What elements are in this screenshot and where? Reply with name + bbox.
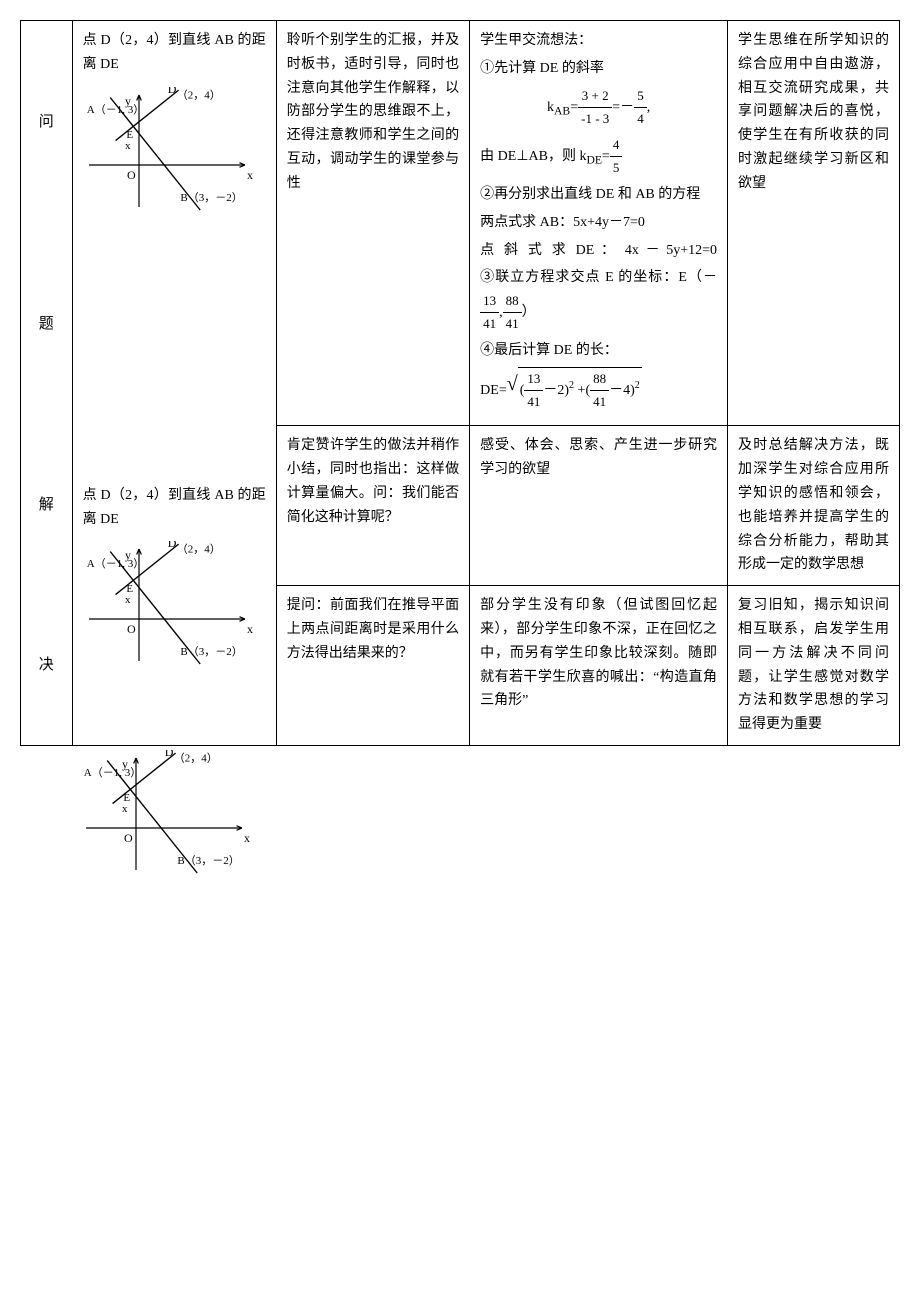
svg-text:D: D	[167, 541, 176, 550]
coordinate-diagram: xyOA（－1, 3）B（3，－2）D（2，4）Ex	[80, 750, 900, 889]
cell-text: 点 D（2，4）到直线 AB 的距离 DE	[83, 29, 266, 77]
student-math-cell: 学生甲交流想法： ①先计算 DE 的斜率 kAB=3 + 2-1 - 3=－54…	[470, 21, 728, 426]
coordinate-diagram: xyOA（－1, 3）B（3，－2）D（2，4）Ex	[83, 541, 266, 680]
svg-text:（2，4）: （2，4）	[176, 543, 220, 556]
svg-text:D: D	[167, 87, 176, 96]
math-intro: 学生甲交流想法：	[480, 29, 717, 53]
de-formula: DE=√(1341－2)2 +(8841－4)2	[480, 367, 717, 413]
svg-text:D: D	[165, 750, 174, 759]
svg-text:O: O	[124, 831, 133, 845]
svg-text:A（－1, 3）: A（－1, 3）	[86, 557, 143, 570]
table-row: 解 点 D（2，4）到直线 AB 的距离 DE xyOA（－1, 3）B（3，－…	[21, 426, 900, 586]
svg-text:x: x	[244, 831, 250, 845]
svg-text:O: O	[127, 622, 136, 636]
intent-cell: 学生思维在所学知识的综合应用中自由遨游，相互交流研究成果，共享问题解决后的喜悦，…	[728, 21, 900, 426]
stage-char: 问	[31, 110, 62, 136]
stage-cell-jie: 解	[21, 426, 73, 586]
svg-text:x: x	[125, 140, 131, 152]
math-step1: ①先计算 DE 的斜率	[480, 57, 717, 81]
intent-cell: 复习旧知，揭示知识间相互联系，启发学生用同一方法解决不同问题，让学生感觉对数学方…	[728, 586, 900, 746]
svg-text:x: x	[125, 594, 131, 606]
content-cell: 点 D（2，4）到直线 AB 的距离 DE xyOA（－1, 3）B（3，－2）…	[72, 21, 276, 426]
teacher-cell: 肯定赞许学生的做法并稍作小结，同时也指出：这样做计算量偏大。问：我们能否简化这种…	[276, 426, 469, 586]
math-step4: ④最后计算 DE 的长：	[480, 339, 717, 363]
kab-formula: kAB=3 + 2-1 - 3=－54,	[480, 85, 717, 130]
stage-cell-jue: 决	[21, 586, 73, 746]
svg-text:x: x	[122, 803, 128, 815]
table-row: 问 点 D（2，4）到直线 AB 的距离 DE xyOA（－1, 3）B（3，－…	[21, 21, 900, 224]
intent-cell: 及时总结解决方法，既加深学生对综合应用所学知识的感悟和领会，也能培养并提高学生的…	[728, 426, 900, 586]
svg-text:x: x	[247, 168, 253, 182]
stage-char: 题	[31, 312, 62, 338]
stage-cell-wen: 问	[21, 21, 73, 224]
math-step2b: 两点式求 AB：5x+4y－7=0	[480, 211, 717, 235]
svg-text:O: O	[127, 168, 136, 182]
teacher-cell: 提问：前面我们在推导平面上两点间距离时是采用什么方法得出结果来的？	[276, 586, 469, 746]
svg-text:B（3，－2）: B（3，－2）	[180, 191, 242, 204]
svg-text:（2，4）: （2，4）	[176, 88, 220, 101]
stage-char: 决	[31, 653, 62, 679]
content-cell: 点 D（2，4）到直线 AB 的距离 DE xyOA（－1, 3）B（3，－2）…	[72, 426, 276, 746]
svg-text:B（3，－2）: B（3，－2）	[177, 854, 239, 867]
teacher-cell: 聆听个别学生的汇报，并及时板书，适时引导，同时也注意向其他学生作解释，以防部分学…	[276, 21, 469, 426]
student-cell: 感受、体会、思索、产生进一步研究学习的欲望	[470, 426, 728, 586]
student-cell: 部分学生没有印象（但试图回忆起来），部分学生印象不深，正在回忆之中，而另有学生印…	[470, 586, 728, 746]
math-step2c: 点 斜 式 求 DE ： 4x － 5y+12=0	[480, 239, 717, 263]
svg-text:B（3，－2）: B（3，－2）	[180, 645, 242, 658]
svg-text:A（－1, 3）: A（－1, 3）	[86, 102, 143, 115]
svg-text:A（－1, 3）: A（－1, 3）	[84, 766, 141, 779]
svg-text:（2，4）: （2，4）	[174, 751, 218, 764]
coordinate-diagram: xyOA（－1, 3）B（3，－2）D（2，4）Ex	[83, 87, 266, 226]
lesson-table: 问 点 D（2，4）到直线 AB 的距离 DE xyOA（－1, 3）B（3，－…	[20, 20, 900, 746]
math-step3: ③联立方程求交点 E 的坐标：E（－1341,8841）	[480, 266, 717, 335]
cell-text: 点 D（2，4）到直线 AB 的距离 DE	[83, 484, 266, 532]
kde-formula: 由 DE⊥AB，则 kDE=45	[480, 134, 717, 179]
stage-char: 解	[31, 493, 62, 519]
stage-cell-ti: 题	[21, 224, 73, 426]
svg-text:x: x	[247, 622, 253, 636]
math-step2a: ②再分别求出直线 DE 和 AB 的方程	[480, 183, 717, 207]
